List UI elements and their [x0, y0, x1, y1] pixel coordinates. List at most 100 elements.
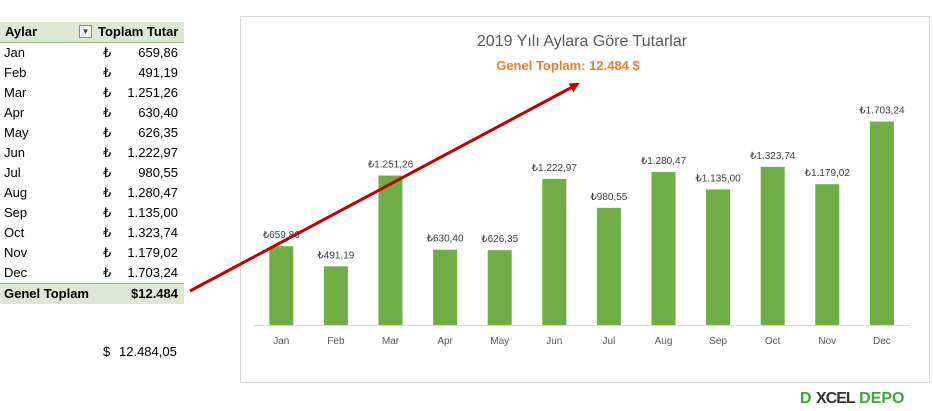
pivot-row[interactable]: Jan ₺ 659,86	[0, 43, 184, 63]
logo-part-2: XCEL	[816, 390, 856, 407]
pivot-row-month: Feb	[4, 65, 27, 80]
pivot-row-month: Nov	[4, 245, 28, 260]
chart-bar[interactable]	[323, 266, 348, 325]
pivot-row-currency: ₺	[103, 185, 112, 200]
pivot-row-month: Jun	[4, 145, 25, 160]
logo-part-3: DEPO	[859, 390, 905, 407]
bar-data-label: ₺1.135,00	[695, 173, 741, 184]
pivot-row-value: 1.280,47	[127, 185, 178, 200]
bar-data-label: ₺980,55	[590, 192, 627, 203]
pivot-row-currency: ₺	[103, 165, 112, 180]
pivot-total-value: $12.484	[131, 286, 178, 301]
bar-data-label: ₺1.251,26	[368, 160, 414, 171]
pivot-row-value: 491,19	[138, 65, 178, 80]
pivot-row[interactable]: Nov ₺ 1.179,02	[0, 243, 184, 263]
x-tick-label: Nov	[818, 336, 836, 347]
x-tick-label: Feb	[327, 336, 345, 347]
pivot-row-currency: ₺	[103, 225, 112, 240]
pivot-row[interactable]: May ₺ 626,35	[0, 123, 184, 143]
chart-bar[interactable]	[269, 246, 294, 325]
pivot-row[interactable]: Jul ₺ 980,55	[0, 163, 184, 183]
bar-data-label: ₺1.280,47	[641, 156, 687, 167]
pivot-row[interactable]: Feb ₺ 491,19	[0, 63, 184, 83]
pivot-total-row[interactable]: Genel Toplam $12.484	[0, 283, 184, 304]
pivot-row[interactable]: Aug ₺ 1.280,47	[0, 183, 184, 203]
chart-bar[interactable]	[487, 250, 512, 325]
pivot-row-currency: ₺	[103, 245, 112, 260]
bar-data-label: ₺491,19	[317, 250, 354, 261]
pivot-row-value: 980,55	[138, 165, 178, 180]
pivot-row-value: 1.135,00	[127, 205, 178, 220]
xcel-depo-logo: D XCEL DEPO	[800, 390, 904, 408]
x-tick-label: Mar	[382, 336, 400, 347]
pivot-row-currency: ₺	[103, 105, 112, 120]
pivot-row-month: Jul	[4, 165, 21, 180]
pivot-row-value: 1.323,74	[127, 225, 178, 240]
extra-total-currency: $	[103, 344, 111, 359]
chart-bar[interactable]	[433, 249, 458, 325]
chart-bar[interactable]	[815, 184, 840, 325]
pivot-row-month: Aug	[4, 185, 28, 200]
pivot-row-month: Mar	[4, 85, 27, 100]
pivot-row[interactable]: Jun ₺ 1.222,97	[0, 143, 184, 163]
bar-data-label: ₺1.179,02	[805, 168, 851, 179]
x-tick-label: Oct	[765, 336, 781, 347]
pivot-row-currency: ₺	[103, 265, 112, 280]
pivot-row-month: Sep	[4, 205, 28, 220]
logo-part-1: D	[800, 390, 812, 407]
chart-bar[interactable]	[378, 175, 403, 325]
pivot-row-month: Dec	[4, 265, 28, 280]
bar-data-label: ₺1.703,24	[859, 106, 905, 117]
pivot-total-label: Genel Toplam	[4, 286, 89, 301]
pivot-header-toplam-tutar[interactable]: Toplam Tutar	[98, 24, 179, 39]
pivot-row-value: 1.251,26	[127, 85, 178, 100]
pivot-row-value: 1.703,24	[127, 265, 178, 280]
pivot-row-currency: ₺	[103, 145, 112, 160]
pivot-header-aylar[interactable]: Aylar	[5, 24, 38, 39]
pivot-header-row: Aylar ▼ Toplam Tutar	[0, 22, 184, 43]
pivot-row-value: 659,86	[138, 45, 178, 60]
x-tick-label: Jan	[273, 336, 289, 347]
pivot-row[interactable]: Sep ₺ 1.135,00	[0, 203, 184, 223]
pivot-row[interactable]: Mar ₺ 1.251,26	[0, 83, 184, 103]
x-tick-label: Apr	[437, 336, 453, 347]
filter-dropdown-icon[interactable]: ▼	[79, 25, 92, 38]
x-tick-label: Dec	[873, 336, 891, 347]
bar-data-label: ₺630,40	[427, 234, 464, 245]
pivot-row-month: Oct	[4, 225, 25, 240]
chart-bar[interactable]	[651, 172, 676, 325]
chart-bar[interactable]	[869, 121, 894, 326]
extra-total-value: 12.484,05	[119, 344, 177, 359]
pivot-row[interactable]: Oct ₺ 1.323,74	[0, 223, 184, 243]
pivot-row-month: Apr	[4, 105, 25, 120]
pivot-row-month: Jan	[4, 45, 25, 60]
chart-bar[interactable]	[596, 207, 621, 325]
chart-area[interactable]	[240, 16, 930, 383]
pivot-row-currency: ₺	[103, 85, 112, 100]
pivot-row-value: 1.179,02	[127, 245, 178, 260]
pivot-row-value: 626,35	[138, 125, 178, 140]
annotation-arrow	[189, 82, 580, 293]
x-tick-label: Jul	[603, 336, 616, 347]
pivot-row-currency: ₺	[103, 125, 112, 140]
chart-title: 2019 Yılı Aylara Göre Tutarlar	[477, 33, 688, 50]
x-tick-label: Aug	[655, 336, 673, 347]
x-tick-label: May	[490, 336, 509, 347]
bar-data-label: ₺1.323,74	[750, 151, 796, 162]
bar-data-label: ₺626,35	[481, 234, 518, 245]
chart-bar[interactable]	[760, 166, 785, 325]
pivot-row-currency: ₺	[103, 65, 112, 80]
x-tick-label: Jun	[546, 336, 562, 347]
x-tick-label: Sep	[709, 336, 727, 347]
bar-data-label: ₺1.222,97	[532, 163, 578, 174]
pivot-row-currency: ₺	[103, 45, 112, 60]
pivot-row-value: 630,40	[138, 105, 178, 120]
pivot-row-currency: ₺	[103, 205, 112, 220]
pivot-row[interactable]: Apr ₺ 630,40	[0, 103, 184, 123]
pivot-rows: Jan ₺ 659,86 Feb ₺ 491,19 Mar ₺ 1.251,26 Apr ₺ 630,…	[0, 43, 184, 283]
pivot-row-value: 1.222,97	[127, 145, 178, 160]
chart-bar[interactable]	[706, 189, 731, 325]
chart-bar[interactable]	[542, 178, 567, 325]
pivot-row[interactable]: Dec ₺ 1.703,24	[0, 263, 184, 283]
